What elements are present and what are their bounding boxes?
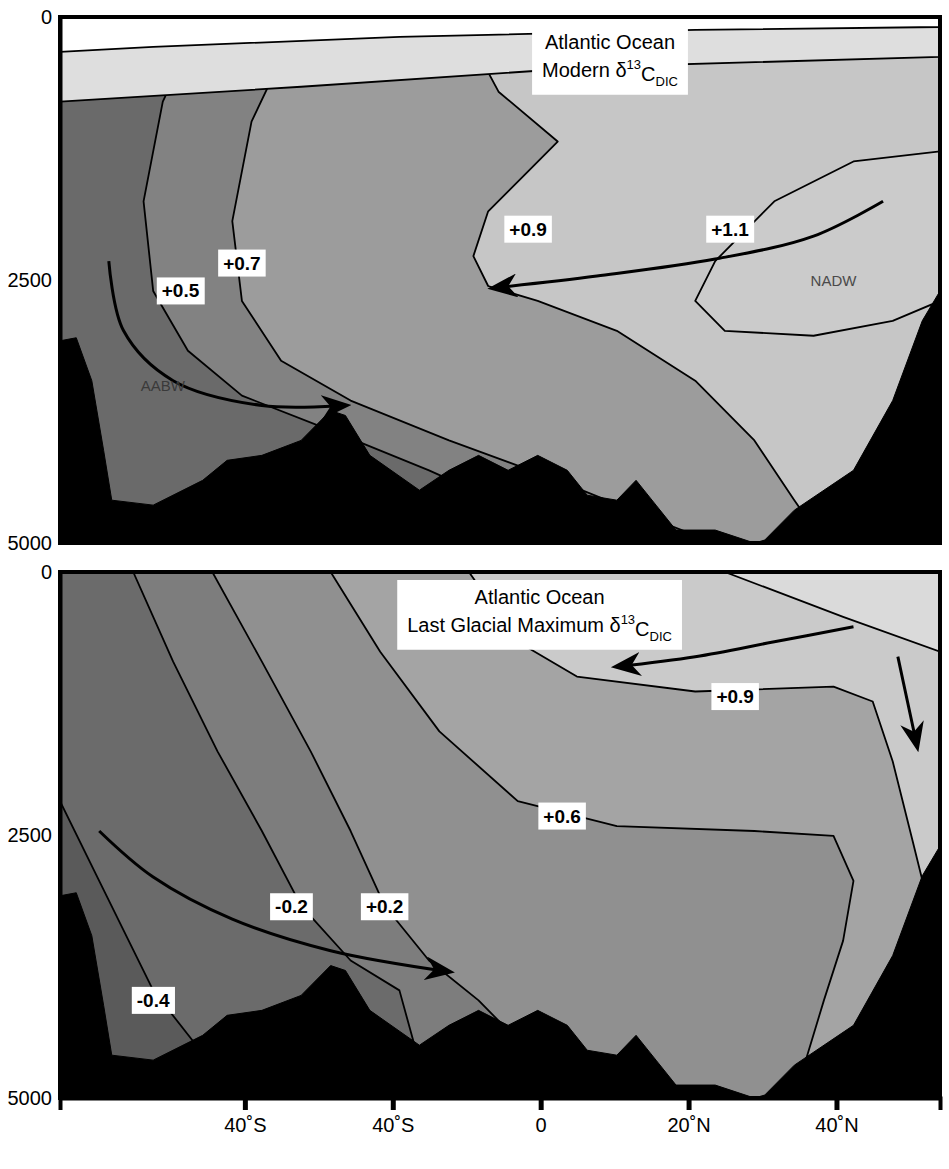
contour-band xyxy=(60,17,940,102)
seafloor xyxy=(60,846,940,1098)
contour-label-text: +0.2 xyxy=(366,896,404,917)
title: Atlantic Ocean xyxy=(475,586,605,608)
contour-band xyxy=(60,17,940,52)
x-tick-label: 40˚N xyxy=(815,1114,858,1136)
title-background xyxy=(397,580,682,650)
contour-label-box xyxy=(157,277,205,304)
text-part: C xyxy=(641,63,655,85)
contour-label: +0.6 xyxy=(538,803,586,830)
contour-label: +0.7 xyxy=(218,250,266,277)
contour-label: +1.1 xyxy=(706,216,754,243)
y-tick-label: 0 xyxy=(41,6,52,28)
x-tick-label: 0 xyxy=(536,1114,547,1136)
x-tick-mark xyxy=(687,1098,692,1110)
contour-label-box xyxy=(361,893,409,920)
contour-label: +0.9 xyxy=(504,216,552,243)
x-axis: 40˚S 40˚S 0 20˚N 40˚N xyxy=(61,1098,941,1136)
contour-label: +0.5 xyxy=(157,277,205,304)
x-tick-label: 40˚S xyxy=(224,1114,266,1136)
y-axis-line xyxy=(59,18,63,544)
x-tick-mark xyxy=(834,1098,839,1110)
x-tick-mark xyxy=(391,1098,396,1110)
contour-label-box xyxy=(132,987,175,1014)
superscript: 13 xyxy=(621,612,635,627)
y-tick-label: 2500 xyxy=(8,269,53,291)
y-tick-label: 0 xyxy=(41,561,52,583)
y-tick: 2500 xyxy=(8,824,61,846)
subscript: DIC xyxy=(656,74,678,89)
title-box: Atlantic Ocean Modern δ13CDIC xyxy=(532,25,688,95)
y-tick-label: 5000 xyxy=(8,532,53,554)
contour-band xyxy=(60,572,940,1098)
subtitle: Modern δ13CDIC xyxy=(542,57,678,89)
superscript: 13 xyxy=(627,57,641,72)
contour-label-text: +0.6 xyxy=(543,806,581,827)
contour-band xyxy=(331,572,940,1098)
contour-label-text: -0.4 xyxy=(137,990,170,1011)
water-mass-label: NADW xyxy=(811,272,858,289)
contour-band xyxy=(725,572,940,652)
contour-label-box xyxy=(218,250,266,277)
y-tick: 5000 xyxy=(8,532,61,554)
seafloor xyxy=(60,291,940,543)
subtitle: Last Glacial Maximum δ13CDIC xyxy=(407,612,672,644)
x-tick: 20˚N xyxy=(667,1098,710,1136)
plot-frame xyxy=(60,17,940,543)
y-tick: 0 xyxy=(41,561,60,583)
contour-label-box xyxy=(504,216,552,243)
contour-label-box xyxy=(711,683,759,710)
flow-arrow xyxy=(109,261,346,407)
water-mass-label: AABW xyxy=(141,377,186,394)
contour-label: +0.2 xyxy=(361,893,409,920)
x-tick: 40˚N xyxy=(815,1098,858,1136)
y-axis-line xyxy=(59,573,63,1099)
x-tick: 0 xyxy=(536,1098,547,1136)
flow-arrow xyxy=(898,657,917,747)
y-tick: 0 xyxy=(41,6,60,28)
y-tick: 2500 xyxy=(8,269,61,291)
contour-label-text: +1.1 xyxy=(711,219,749,240)
panel: 0 2500 5000 NADW AABW +0.5 +0.7 +0.9 +1.1 Atlanti… xyxy=(8,6,941,554)
contour-label-box xyxy=(538,803,586,830)
title-background xyxy=(532,25,688,95)
text-part: C xyxy=(635,618,649,640)
contour-label-text: -0.2 xyxy=(275,896,308,917)
contour-label-box xyxy=(270,893,313,920)
contour-label-text: +0.5 xyxy=(162,280,200,301)
contour-label-text: +0.7 xyxy=(223,253,261,274)
text-part: Last Glacial Maximum δ xyxy=(407,614,620,636)
flow-arrow xyxy=(99,831,449,972)
x-tick-label: 40˚S xyxy=(372,1114,414,1136)
contour-label-text: +0.9 xyxy=(509,219,547,240)
subscript: DIC xyxy=(650,629,672,644)
figure: 0 2500 5000 NADW AABW +0.5 +0.7 +0.9 +1.1 Atlanti… xyxy=(0,0,949,1169)
x-tick-label: 20˚N xyxy=(667,1114,710,1136)
y-tick-label: 5000 xyxy=(8,1087,53,1109)
plot-area xyxy=(60,572,940,1098)
x-tick: 40˚S xyxy=(372,1098,414,1136)
contour-label-text: +0.9 xyxy=(716,686,754,707)
y-axis: 0 2500 5000 xyxy=(8,561,61,1109)
title: Atlantic Ocean xyxy=(545,31,675,53)
contour-label: -0.4 xyxy=(132,987,175,1014)
contour-label: +0.9 xyxy=(711,683,759,710)
x-tick: 40˚S xyxy=(224,1098,266,1136)
contour-band xyxy=(60,572,940,1098)
contour-label-box xyxy=(706,216,754,243)
contour-band xyxy=(60,17,940,543)
x-axis-line xyxy=(61,1099,941,1111)
x-tick-mark xyxy=(243,1098,248,1110)
y-axis: 0 2500 5000 xyxy=(8,6,61,554)
text-part: Modern δ xyxy=(542,59,627,81)
plot-frame xyxy=(60,572,940,1098)
title-box: Atlantic Ocean Last Glacial Maximum δ13CD… xyxy=(397,580,682,650)
x-tick-mark xyxy=(539,1098,544,1110)
y-tick-label: 2500 xyxy=(8,824,53,846)
contour-label: -0.2 xyxy=(270,893,313,920)
contour-band xyxy=(695,151,940,335)
plot-area xyxy=(60,17,940,543)
panel: 0 2500 5000 40˚S 40˚S 0 20˚N 40˚N -0.4 -0.2 +0.2 +0… xyxy=(8,561,941,1136)
y-tick: 5000 xyxy=(8,1087,61,1109)
